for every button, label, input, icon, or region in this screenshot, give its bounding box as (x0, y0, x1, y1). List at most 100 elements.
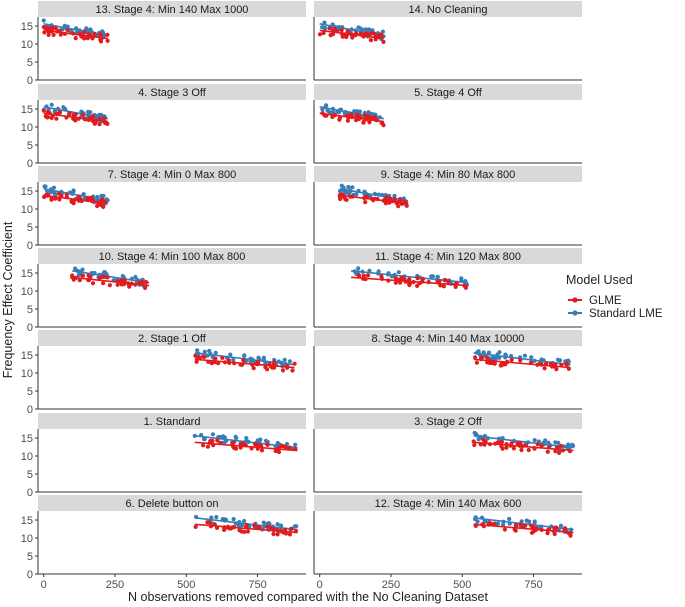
data-point (272, 360, 277, 365)
data-point (287, 359, 292, 364)
data-point (193, 524, 198, 530)
data-point (392, 193, 397, 198)
data-point (85, 36, 90, 41)
data-point (201, 443, 206, 448)
facet-strip (314, 166, 582, 182)
data-point (76, 272, 81, 278)
data-point (213, 356, 218, 361)
data-point (317, 32, 323, 37)
data-point (236, 523, 241, 528)
data-point (453, 284, 458, 289)
y-tick-label: 5 (27, 386, 33, 398)
trend-line (473, 441, 574, 452)
facet-panel: 4. Stage 3 Off (37, 84, 306, 164)
trend-line (72, 270, 150, 284)
data-point (67, 111, 72, 116)
trend-line (473, 523, 574, 534)
x-axes: 0 250 500 750 0 250 500 750 (41, 574, 543, 591)
data-point (77, 278, 82, 283)
data-point (486, 350, 492, 355)
data-point (242, 518, 247, 524)
data-point (82, 30, 87, 35)
data-point (214, 515, 219, 520)
data-point (49, 196, 54, 201)
data-point (473, 431, 478, 436)
data-point (105, 275, 110, 280)
y-tick-label: 15 (21, 21, 33, 33)
data-point (97, 112, 102, 117)
facet-strip (314, 495, 582, 511)
data-point (115, 282, 120, 287)
facet-panel: 9. Stage 4: Min 80 Max 800 (313, 166, 582, 246)
data-point (293, 442, 298, 447)
data-point (231, 357, 236, 362)
data-point (437, 278, 442, 284)
data-point (566, 442, 571, 447)
data-point (105, 38, 110, 43)
data-point (244, 436, 249, 441)
facet-strip (38, 413, 306, 429)
data-point (321, 30, 326, 36)
data-point (101, 204, 106, 209)
data-point (393, 276, 398, 281)
data-point (81, 35, 86, 40)
data-point (330, 31, 336, 37)
data-point (371, 31, 376, 36)
data-point (499, 439, 505, 444)
data-point (518, 522, 523, 527)
facet-title: 3. Stage 2 Off (414, 416, 483, 428)
x-tick-label: 250 (382, 579, 400, 591)
y-tick-label: 0 (27, 240, 33, 252)
facet-title: 12. Stage 4: Min 140 Max 600 (375, 498, 522, 510)
facet-panel: 5. Stage 4 Off (313, 84, 582, 164)
data-point (495, 521, 500, 526)
data-point (290, 368, 295, 373)
x-tick-label: 0 (317, 579, 323, 591)
facet-title: 8. Stage 4: Min 140 Max 10000 (372, 333, 525, 345)
facet-strip (38, 166, 306, 182)
data-point (569, 443, 575, 448)
data-point (367, 115, 372, 120)
legend-label-glme: GLME (589, 295, 622, 307)
data-point (529, 523, 534, 528)
data-point (327, 26, 332, 31)
data-point (289, 526, 294, 532)
y-tick-label: 5 (27, 304, 33, 316)
data-point (511, 446, 516, 451)
facet-title: 1. Standard (144, 416, 201, 428)
facet-title: 10. Stage 4: Min 100 Max 800 (99, 251, 246, 263)
legend-key-standard-lme (572, 310, 578, 316)
data-point (441, 284, 446, 289)
y-tick-label: 0 (27, 75, 33, 87)
data-point (265, 442, 270, 447)
data-point (340, 34, 345, 39)
y-tick-label: 5 (27, 140, 33, 152)
data-point (266, 521, 271, 526)
y-tick-label: 5 (27, 57, 33, 69)
facet-strip (314, 330, 582, 346)
facet-title: 9. Stage 4: Min 80 Max 800 (381, 169, 516, 181)
x-tick-label: 250 (106, 579, 124, 591)
facet-panel: 2. Stage 1 Off (37, 330, 306, 410)
data-point (52, 191, 57, 196)
data-point (490, 356, 495, 361)
facet-panel: 7. Stage 4: Min 0 Max 800 (37, 166, 306, 246)
facet-strip (314, 1, 582, 17)
data-point (562, 526, 568, 531)
data-point (231, 517, 236, 522)
facet-panel: 1. Standard (37, 413, 306, 493)
data-point (324, 103, 329, 108)
y-tick-label: 0 (27, 569, 33, 581)
data-point (195, 348, 200, 353)
trend-line (43, 29, 108, 40)
data-point (381, 39, 386, 45)
data-point (45, 26, 50, 31)
data-point (221, 434, 226, 439)
data-point (144, 280, 149, 285)
facet-title: 4. Stage 3 Off (138, 87, 207, 99)
data-point (379, 274, 384, 279)
data-point (49, 102, 54, 107)
data-point (220, 355, 225, 360)
trend-line (473, 352, 571, 366)
data-point (393, 280, 398, 285)
